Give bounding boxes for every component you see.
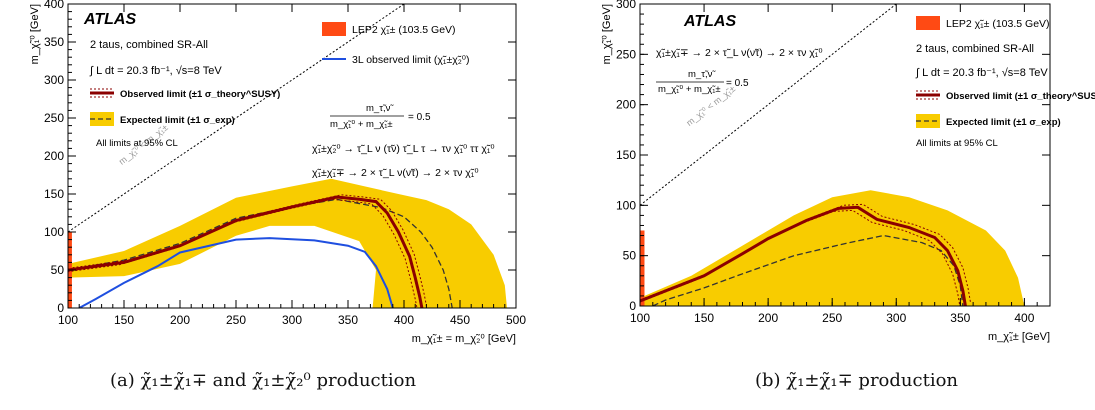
y-tick-label: 50	[51, 263, 65, 277]
exclusion-plot-a: 100 150 200 250 300 350 400 450 500 0 50 100 150 200 2…	[29, 0, 526, 345]
x-tick-label: 150	[114, 313, 134, 327]
y-tick-label: 200	[616, 98, 636, 112]
relation-numerator: m_τ̃,ν̃	[688, 69, 716, 80]
y-tick-label: 0	[629, 299, 636, 313]
header-line-1: 2 taus, combined SR-All	[90, 39, 208, 51]
y-tick-label: 150	[44, 187, 64, 201]
x-axis-title: m_χ̃₁± [GeV]	[988, 331, 1050, 343]
exclusion-plot-b: 100 150 200 250 300 350 400050100150200250300m…	[601, 0, 1095, 343]
x-tick-label: 100	[630, 311, 650, 325]
x-tick-label: 350	[950, 311, 970, 325]
threel-observed-line	[78, 237, 394, 308]
x-tick-label: 300	[886, 311, 906, 325]
chart-panel-b: 100 150 200 250 300 350 400 0 50 100 150 200 250 300 m…	[560, 0, 1095, 405]
header-line-1: 2 taus, combined SR-All	[916, 43, 1034, 55]
x-tick-label: 150	[694, 311, 714, 325]
y-tick-label: 250	[44, 111, 64, 125]
lep-excluded-region	[640, 230, 645, 306]
header-line-2: ∫ L dt = 20.3 fb⁻¹, √s=8 TeV	[89, 65, 222, 77]
x-tick-label: 200	[758, 311, 778, 325]
x-axis-title: m_χ̃₁± = m_χ̃₂⁰ [GeV]	[412, 333, 516, 345]
legend-exp-label: Expected limit (±1 σ_exp)	[946, 117, 1061, 128]
experiment-label: ATLAS	[683, 13, 736, 30]
legend-obs-label: Observed limit (±1 σ_theory^SUSY)	[946, 91, 1095, 102]
x-tick-label: 350	[338, 313, 358, 327]
x-tick-label: 250	[226, 313, 246, 327]
x-tick-label: 250	[822, 311, 842, 325]
legend-lep-swatch	[916, 16, 940, 30]
relation-denominator: m_χ̃₁⁰ + m_χ̃₁±	[658, 84, 721, 95]
y-tick-label: 150	[616, 148, 636, 162]
y-axis-title: m_χ̃₁⁰ [GeV]	[29, 4, 41, 64]
y-tick-label: 100	[616, 198, 636, 212]
legend-threel-label: 3L observed limit (χ̃₁±χ̃₂⁰)	[352, 54, 470, 66]
expected-band	[640, 190, 1025, 306]
legend-obs-label: Observed limit (±1 σ_theory^SUSY)	[120, 89, 280, 100]
process-line: χ̃₁±χ̃₁∓ → 2 × τ̃_L ν(ν̃τ) → 2 × τν χ̃₁⁰	[656, 47, 823, 59]
caption-a: (a) χ̃₁±χ̃₁∓ and χ̃₁±χ̃₂⁰ production	[110, 370, 417, 391]
process-line-2: χ̃₁±χ̃₁∓ → 2 × τ̃_L ν(ν̃τ) → 2 × τν χ̃₁⁰	[312, 167, 479, 179]
plot-area	[640, 4, 1025, 306]
cl-note: All limits at 95% CL	[96, 138, 178, 149]
legend-lep-swatch	[322, 22, 346, 36]
kinematic-diagonal-line	[640, 4, 897, 206]
expected-limit-line	[652, 234, 964, 306]
legend-exp-label: Expected limit (±1 σ_exp)	[120, 115, 235, 126]
chart-panel-a: 100 150 200 250 300 350 400 450 500 0 50 100 150 200 2…	[0, 0, 540, 405]
y-tick-label: 400	[44, 0, 64, 11]
caption-b: (b) χ̃₁±χ̃₁∓ production	[755, 370, 959, 391]
header-line-2: ∫ L dt = 20.3 fb⁻¹, √s=8 TeV	[915, 67, 1048, 79]
y-tick-label: 100	[44, 225, 64, 239]
cl-note: All limits at 95% CL	[916, 138, 998, 149]
y-tick-label: 300	[616, 0, 636, 11]
legend-lep-label: LEP2 χ̃₁± (103.5 GeV)	[946, 18, 1050, 30]
x-tick-label: 400	[394, 313, 414, 327]
observed-limit-line	[68, 195, 424, 308]
x-tick-label: 200	[170, 313, 190, 327]
y-tick-label: 0	[57, 301, 64, 315]
y-tick-label: 300	[44, 73, 64, 87]
experiment-label: ATLAS	[83, 11, 136, 28]
y-axis-title: m_χ̃₁⁰ [GeV]	[601, 4, 613, 64]
process-line-1: χ̃₁±χ̃₂⁰ → τ̃_L ν (τ̃ν) τ̃_L τ → τν χ̃₁⁰…	[312, 143, 495, 155]
expected-band	[68, 178, 507, 308]
relation-value: = 0.5	[726, 78, 749, 89]
legend-lep-label: LEP2 χ̃₁± (103.5 GeV)	[352, 24, 456, 36]
y-tick-label: 50	[623, 249, 637, 263]
relation-value: = 0.5	[408, 112, 431, 123]
relation-denominator: m_χ̃₁⁰ + m_χ̃₁±	[330, 119, 393, 130]
y-tick-label: 350	[44, 35, 64, 49]
x-tick-label: 450	[450, 313, 470, 327]
y-tick-label: 200	[44, 149, 64, 163]
x-tick-label: 100	[58, 313, 78, 327]
x-tick-label: 500	[506, 313, 526, 327]
observed-limit-line	[640, 205, 967, 306]
x-tick-label: 400	[1014, 311, 1034, 325]
y-tick-label: 250	[616, 47, 636, 61]
relation-numerator: m_τ̃,ν̃	[366, 103, 394, 114]
x-tick-label: 300	[282, 313, 302, 327]
